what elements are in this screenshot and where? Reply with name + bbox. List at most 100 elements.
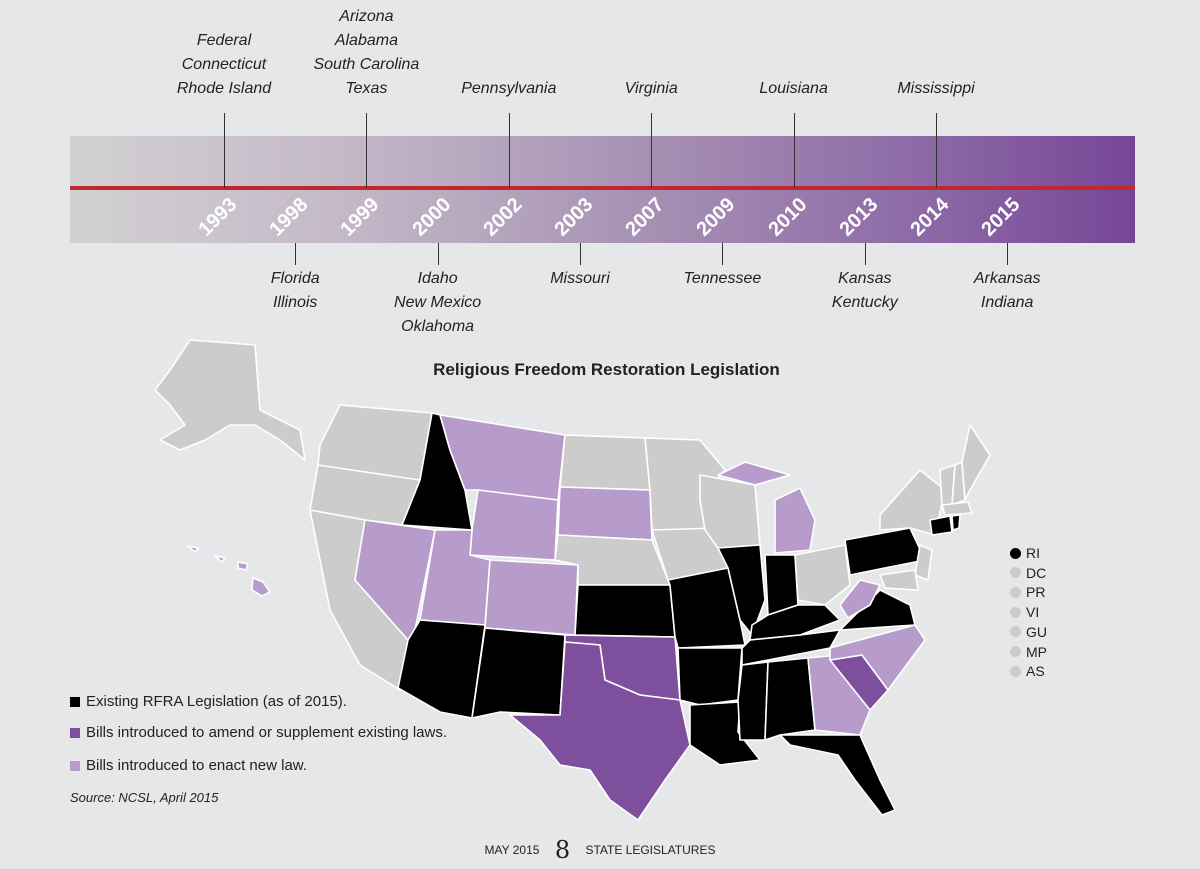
- legend-item: Existing RFRA Legislation (as of 2015).: [70, 693, 347, 710]
- territory-dot: [1010, 626, 1021, 638]
- source-note: Source: NCSL, April 2015: [70, 790, 219, 805]
- timeline-tick: [1007, 243, 1009, 265]
- timeline-label-below: Kansas Kentucky: [832, 267, 898, 315]
- territory-dot: [1010, 586, 1021, 598]
- footer: MAY 2015 8 STATE LEGISLATURES: [0, 836, 1200, 864]
- timeline-state: Texas: [345, 80, 388, 97]
- territory-label: MP: [1026, 643, 1047, 660]
- timeline-state: Illinois: [272, 294, 318, 311]
- timeline-state: South Carolina: [313, 56, 420, 73]
- territory-label: AS: [1026, 663, 1045, 680]
- timeline-tick: [651, 113, 653, 188]
- page-number: 8: [554, 836, 571, 864]
- timeline-tick: [936, 113, 937, 188]
- timeline-state: Idaho: [417, 270, 458, 287]
- timeline-state: Arkansas: [973, 270, 1041, 287]
- territory-item: VI: [1010, 604, 1039, 620]
- territory-dot: [1010, 547, 1021, 559]
- state-michigan: [717, 461, 816, 554]
- state-alaska: [154, 339, 306, 461]
- timeline-state: Oklahoma: [401, 318, 475, 335]
- timeline-label-above: Federal Connecticut Rhode Island: [177, 29, 271, 101]
- state-connecticut: [929, 515, 953, 536]
- territory-label: GU: [1026, 623, 1047, 640]
- timeline-state: Mississippi: [897, 80, 975, 97]
- state-new-mexico: [471, 627, 566, 719]
- timeline-state: Missouri: [550, 270, 610, 287]
- timeline-label-below: Missouri: [550, 267, 610, 291]
- timeline-label-below: Florida Illinois: [271, 267, 320, 315]
- timeline-state: Rhode Island: [176, 80, 272, 97]
- legend-swatch: [70, 696, 80, 707]
- state-colorado: [484, 559, 579, 636]
- timeline-tick: [224, 113, 225, 188]
- territory-item: GU: [1010, 624, 1047, 640]
- timeline-label-above: Pennsylvania: [461, 77, 556, 101]
- state-massachusetts: [941, 501, 973, 516]
- state-texas: [509, 641, 691, 821]
- state-south-dakota: [557, 486, 653, 541]
- territory-item: DC: [1010, 565, 1046, 581]
- legend-label: Bills introduced to enact new law.: [86, 757, 307, 774]
- state-ohio: [794, 544, 851, 606]
- timeline-tick: [437, 243, 439, 265]
- legend-item: Bills introduced to enact new law.: [70, 757, 307, 774]
- timeline-line: [70, 186, 1135, 190]
- state-arkansas: [677, 647, 743, 706]
- timeline-state: Florida: [270, 270, 320, 287]
- state-arizona: [397, 619, 486, 719]
- territory-dot: [1010, 606, 1021, 618]
- timeline-state: Federal: [196, 32, 252, 49]
- state-west-virginia: [839, 579, 881, 619]
- timeline-tick: [580, 243, 581, 265]
- state-mississippi: [737, 661, 769, 741]
- state-wyoming: [469, 489, 559, 561]
- timeline-tick: [864, 243, 866, 265]
- timeline-label-above: Louisiana: [759, 77, 828, 101]
- territory-dot: [1010, 646, 1021, 657]
- timeline-label-below: Tennessee: [684, 267, 762, 291]
- state-kansas: [574, 584, 676, 638]
- timeline-state: Indiana: [980, 294, 1034, 311]
- territory-item: RI: [1010, 545, 1040, 561]
- territory-item: PR: [1010, 584, 1045, 600]
- timeline-tick: [366, 113, 368, 188]
- territory-label: DC: [1026, 564, 1047, 581]
- territory-label: RI: [1026, 545, 1040, 561]
- timeline-label-above: Virginia: [625, 77, 678, 101]
- legend-item: Bills introduced to amend or supplement …: [70, 724, 447, 741]
- timeline-state: Pennsylvania: [461, 80, 557, 97]
- timeline-state: Virginia: [624, 80, 678, 97]
- territory-item: MP: [1010, 644, 1047, 660]
- state-north-dakota: [559, 434, 651, 491]
- state-new-jersey: [914, 544, 933, 581]
- legend-swatch: [70, 727, 80, 738]
- timeline-label-below: Idaho New Mexico Oklahoma: [394, 267, 481, 339]
- territory-dot: [1010, 665, 1021, 677]
- timeline-state: Alabama: [334, 32, 398, 49]
- legend-label: Existing RFRA Legislation (as of 2015).: [86, 693, 347, 710]
- timeline-label-below: Arkansas Indiana: [974, 267, 1041, 315]
- state-pennsylvania: [844, 527, 926, 576]
- territory-dot: [1010, 567, 1021, 579]
- territory-label: VI: [1026, 604, 1040, 621]
- state-maryland: [879, 569, 919, 591]
- timeline-state: Louisiana: [759, 80, 828, 97]
- state-maine: [961, 424, 991, 501]
- footer-publication: STATE LEGISLATURES: [585, 843, 716, 857]
- timeline-state: New Mexico: [394, 294, 482, 311]
- timeline-tick: [722, 243, 724, 265]
- state-hawaii: [187, 545, 271, 597]
- timeline-tick: [508, 113, 510, 188]
- timeline-tick: [295, 243, 297, 265]
- timeline-state: Kansas: [838, 270, 892, 287]
- state-alabama: [764, 657, 816, 741]
- territory-item: AS: [1010, 663, 1045, 679]
- timeline-state: Kentucky: [831, 294, 898, 311]
- territory-label: PR: [1026, 584, 1046, 601]
- legend-label: Bills introduced to amend or supplement …: [86, 724, 448, 741]
- timeline-state: Arizona: [339, 8, 394, 25]
- timeline-state: Connecticut: [181, 56, 267, 73]
- timeline-tick: [793, 113, 795, 188]
